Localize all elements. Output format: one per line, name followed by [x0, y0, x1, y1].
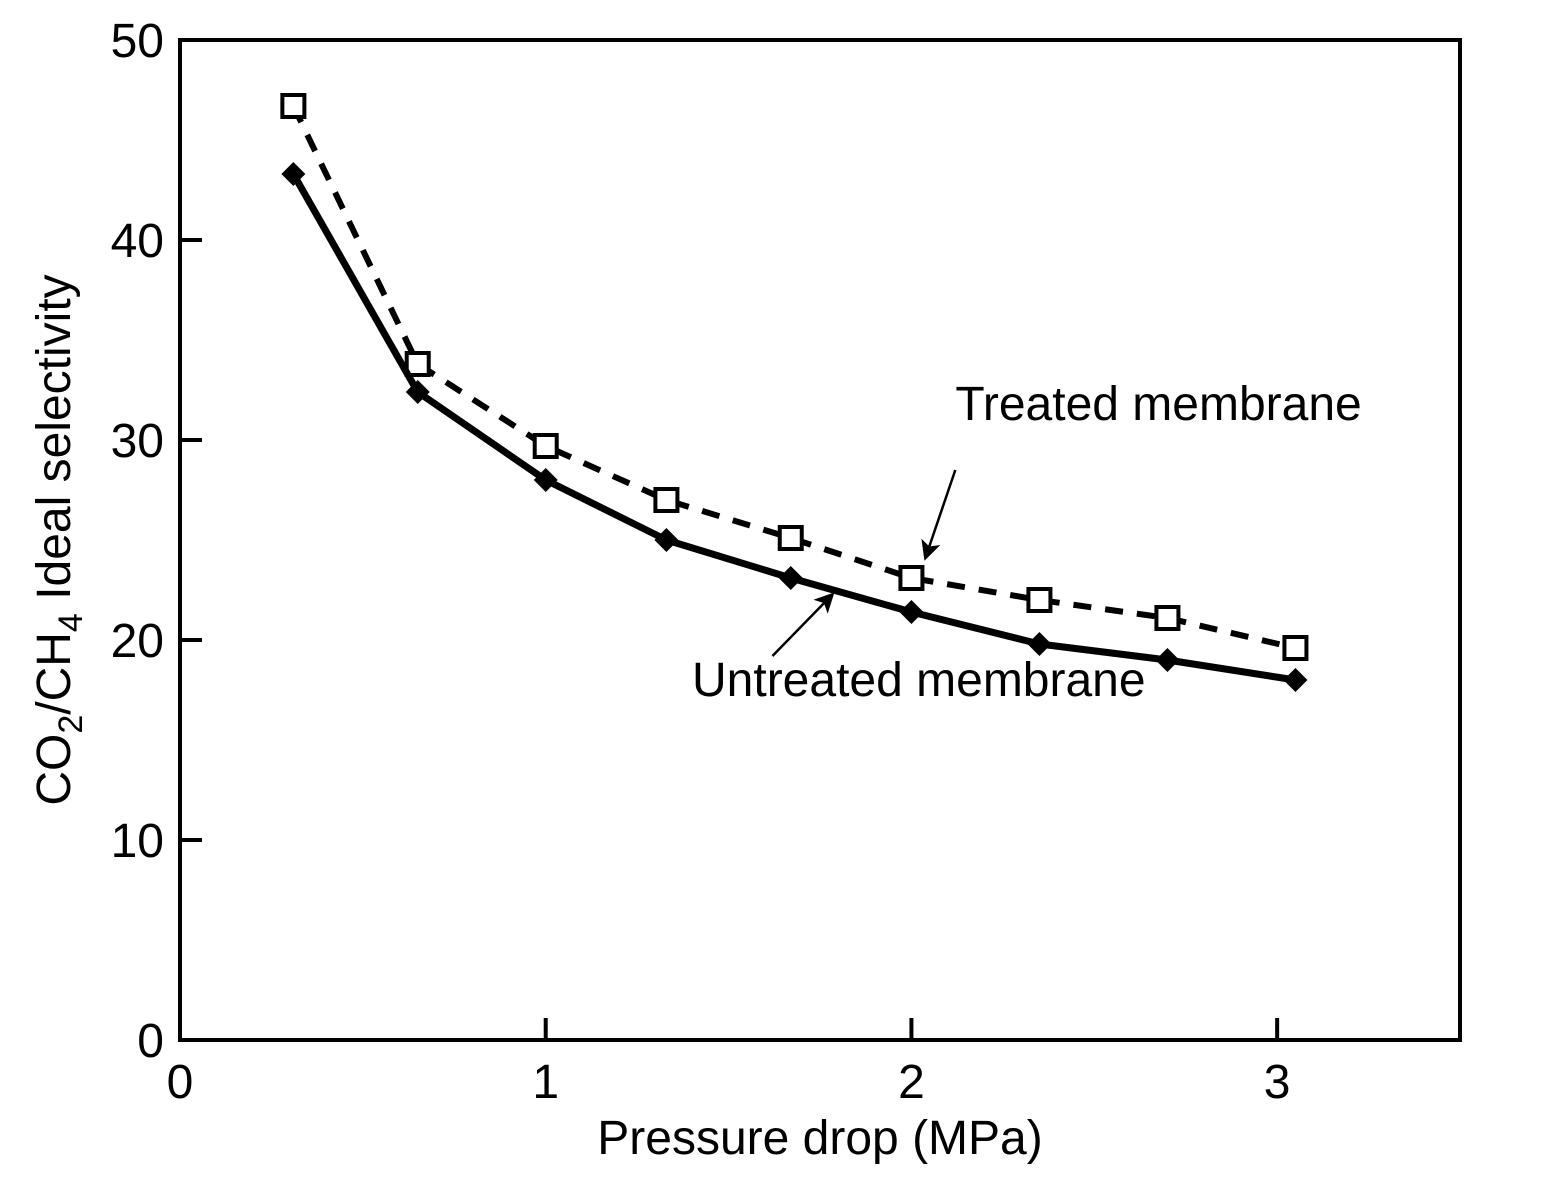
marker-open-square — [1156, 607, 1178, 629]
chart-container: { "chart": { "type": "line", "width": 15… — [0, 0, 1560, 1188]
marker-open-square — [1284, 637, 1306, 659]
chart-svg: 0 1 2 3 0 10 20 30 40 50 Treated membrane Untreat… — [0, 0, 1560, 1188]
y-tick-label: 0 — [137, 1015, 164, 1068]
x-tick-label: 2 — [898, 1056, 925, 1109]
marker-open-square — [900, 567, 922, 589]
marker-open-square — [1028, 589, 1050, 611]
y-tick-label: 50 — [111, 15, 164, 68]
untreated-label: Untreated membrane — [692, 654, 1146, 707]
x-tick-label: 0 — [167, 1056, 194, 1109]
y-tick-label: 20 — [111, 615, 164, 668]
marker-open-square — [535, 435, 557, 457]
plot-area — [180, 40, 1460, 1040]
marker-open-square — [282, 95, 304, 117]
svg-text:CO2/CH4 Ideal selectivity: CO2/CH4 Ideal selectivity — [28, 274, 90, 805]
y-tick-label: 30 — [111, 415, 164, 468]
marker-open-square — [780, 527, 802, 549]
x-tick-label: 1 — [532, 1056, 559, 1109]
y-tick-label: 40 — [111, 215, 164, 268]
y-axis-label: CO2/CH4 Ideal selectivity — [28, 274, 90, 805]
x-axis-label: Pressure drop (MPa) — [597, 1112, 1042, 1165]
treated-label: Treated membrane — [955, 378, 1361, 431]
marker-open-square — [655, 489, 677, 511]
y-tick-label: 10 — [111, 815, 164, 868]
x-tick-label: 3 — [1264, 1056, 1291, 1109]
